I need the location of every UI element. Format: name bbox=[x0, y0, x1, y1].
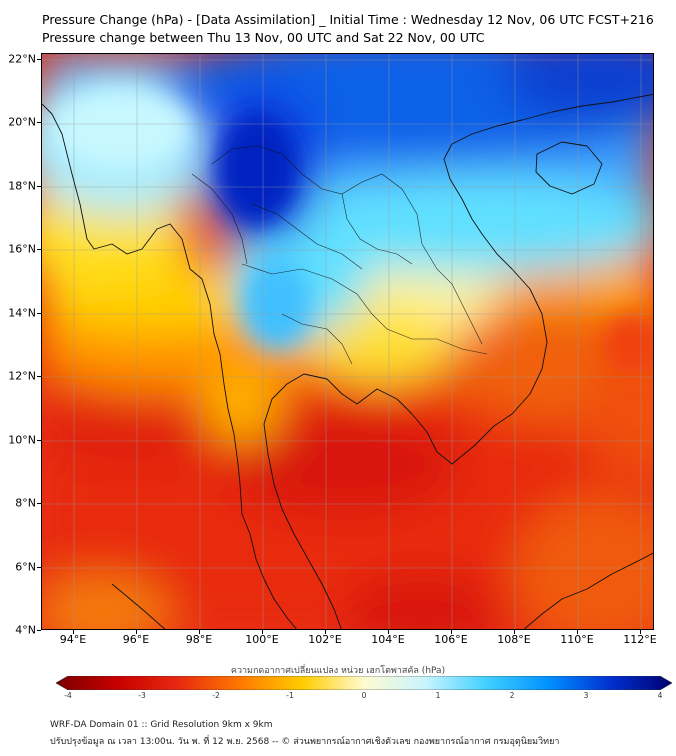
lon-tick-label: 96°E bbox=[122, 633, 150, 646]
colorbar-tick-label: -2 bbox=[212, 691, 220, 700]
lon-tick-label: 106°E bbox=[434, 633, 468, 646]
colorbar-tick-label: 3 bbox=[583, 691, 589, 700]
map-title: Pressure Change (hPa) - [Data Assimilati… bbox=[42, 12, 654, 27]
pressure-change-map bbox=[41, 53, 654, 630]
lon-tick bbox=[577, 630, 578, 634]
lat-tick-label: 4°N bbox=[15, 623, 36, 637]
colorbar bbox=[56, 676, 672, 690]
lat-tick bbox=[37, 566, 41, 568]
lon-tick bbox=[199, 630, 200, 634]
lat-tick-label: 20°N bbox=[8, 115, 36, 129]
colorbar-tick-label: 0 bbox=[361, 691, 367, 700]
lon-tick-label: 94°E bbox=[59, 633, 87, 646]
lon-tick-label: 112°E bbox=[623, 633, 657, 646]
lat-tick bbox=[37, 185, 41, 187]
lat-tick-label: 6°N bbox=[15, 560, 36, 574]
lat-tick-label: 14°N bbox=[8, 306, 36, 320]
graticule bbox=[42, 54, 653, 629]
map-canvas bbox=[42, 54, 653, 629]
lon-tick-label: 98°E bbox=[185, 633, 213, 646]
lat-tick-label: 8°N bbox=[15, 496, 36, 510]
lon-tick-label: 110°E bbox=[560, 633, 594, 646]
pressure-field bbox=[42, 54, 653, 629]
colorbar-bar bbox=[56, 676, 672, 690]
lon-tick bbox=[451, 630, 452, 634]
colorbar-tick-label: 2 bbox=[509, 691, 515, 700]
footer-credit: ปรับปรุงข้อมูล ณ เวลา 13:00น. วัน พ. ที่… bbox=[50, 737, 560, 747]
colorbar-tick-label: -3 bbox=[138, 691, 146, 700]
lat-tick-label: 16°N bbox=[8, 242, 36, 256]
colorbar-tick-label: 4 bbox=[657, 691, 663, 700]
lon-tick-label: 104°E bbox=[371, 633, 405, 646]
colorbar-tick-label: -4 bbox=[64, 691, 72, 700]
lon-tick bbox=[136, 630, 137, 634]
lat-tick-label: 18°N bbox=[8, 179, 36, 193]
lon-tick bbox=[262, 630, 263, 634]
colorbar-tick-label: 1 bbox=[435, 691, 441, 700]
lon-tick-label: 102°E bbox=[308, 633, 342, 646]
lat-tick-label: 12°N bbox=[8, 369, 36, 383]
lat-tick bbox=[37, 59, 41, 60]
lat-tick bbox=[37, 312, 41, 314]
lon-tick bbox=[388, 630, 389, 634]
admin-borders bbox=[191, 145, 488, 365]
lon-tick-label: 100°E bbox=[245, 633, 279, 646]
lat-tick-label: 22°N bbox=[8, 52, 36, 66]
lat-tick bbox=[37, 439, 41, 441]
coastlines bbox=[42, 93, 653, 629]
lon-tick bbox=[325, 630, 326, 634]
footer-model-info: WRF-DA Domain 01 :: Grid Resolution 9km … bbox=[50, 720, 273, 730]
lat-tick-label: 10°N bbox=[8, 433, 36, 447]
map-subtitle: Pressure change between Thu 13 Nov, 00 U… bbox=[42, 30, 485, 45]
lat-tick bbox=[37, 503, 41, 505]
colorbar-label: ความกดอากาศเปลี่ยนแปลง หน่วย เฮกโตพาสคัล… bbox=[230, 666, 446, 676]
lon-tick-label: 108°E bbox=[497, 633, 531, 646]
lat-tick bbox=[37, 630, 41, 631]
colorbar-tick-label: -1 bbox=[286, 691, 294, 700]
lon-tick bbox=[514, 630, 515, 634]
lat-tick bbox=[37, 376, 41, 378]
lon-tick bbox=[640, 630, 641, 634]
lon-tick bbox=[73, 630, 74, 634]
lat-tick bbox=[37, 249, 41, 251]
pressure-field-detail bbox=[52, 89, 653, 374]
lat-tick bbox=[37, 122, 41, 124]
